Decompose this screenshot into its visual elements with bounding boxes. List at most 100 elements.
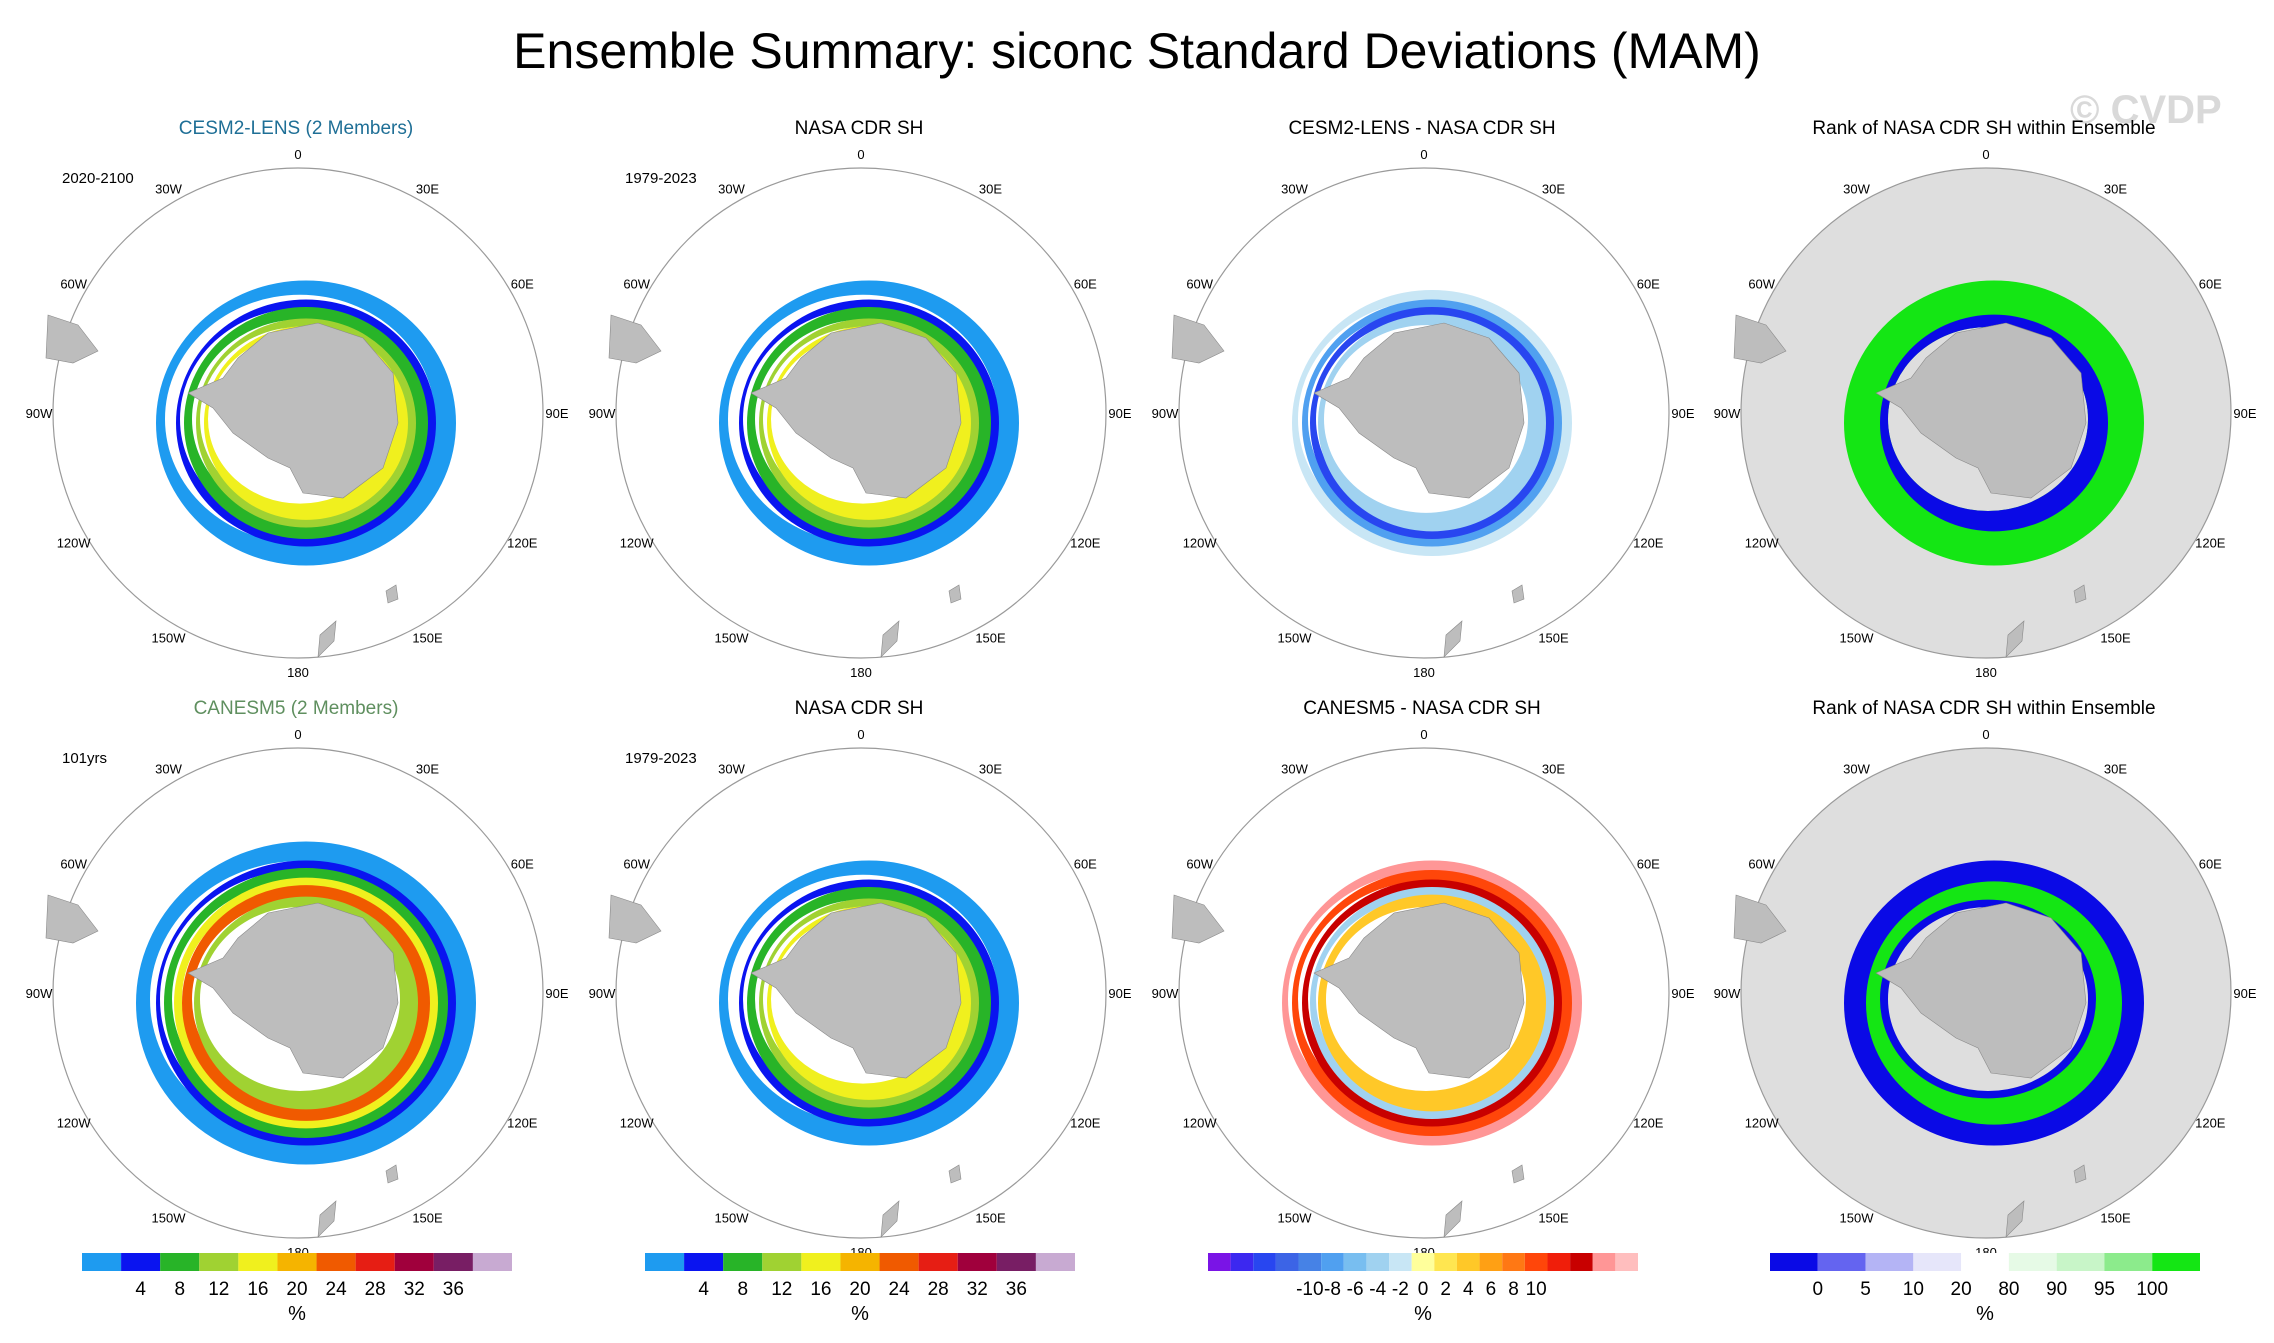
- period-label: 1979-2023: [625, 750, 697, 767]
- longitude-label: 30E: [2104, 182, 2127, 197]
- south-america-landmass: [1171, 314, 1225, 364]
- colorbar-tick-label: -4: [1369, 1279, 1386, 1300]
- longitude-label: 150W: [1278, 1210, 1313, 1225]
- colorbar-tick-label: 20: [286, 1279, 307, 1300]
- colorbar-swatch: [82, 1253, 122, 1271]
- longitude-label: 0: [1982, 727, 1989, 742]
- tasmania-landmass: [385, 1164, 399, 1184]
- longitude-label: 30W: [155, 762, 182, 777]
- colorbar-tick-label: 4: [698, 1279, 709, 1300]
- colorbar-swatch: [645, 1253, 685, 1271]
- longitude-label: 150E: [2100, 1210, 2131, 1225]
- figure-title: Ensemble Summary: siconc Standard Deviat…: [513, 23, 1761, 79]
- longitude-label: 90E: [1671, 406, 1694, 421]
- colorbar-tick-label: 80: [1998, 1279, 2019, 1300]
- longitude-label: 30E: [979, 762, 1002, 777]
- colorbar-tick-label: 36: [443, 1279, 464, 1300]
- antarctica-landmass: [750, 322, 962, 499]
- longitude-label: 30E: [416, 182, 439, 197]
- tasmania-landmass: [948, 1164, 962, 1184]
- panel-title: NASA CDR SH: [794, 118, 924, 139]
- colorbar-swatch: [433, 1253, 473, 1271]
- colorbar-swatch: [394, 1253, 434, 1271]
- panel-canesm5-rank: Rank of NASA CDR SH within Ensemble 0 30E…: [1700, 698, 2268, 1298]
- panel-title: CANESM5 - NASA CDR SH: [1303, 698, 1541, 719]
- longitude-label: 90W: [1714, 986, 1741, 1001]
- longitude-label: 150E: [2100, 630, 2131, 645]
- colorbar-swatch: [2008, 1253, 2057, 1271]
- longitude-label: 30W: [1281, 182, 1308, 197]
- longitude-label: 60W: [1186, 857, 1213, 872]
- south-america-landmass: [608, 314, 662, 364]
- longitude-label: 90E: [1108, 406, 1131, 421]
- colorbar-tick-label: 24: [326, 1279, 348, 1300]
- longitude-label: 60W: [1186, 277, 1213, 292]
- antarctica-landmass: [1313, 322, 1525, 499]
- colorbar-swatch: [1298, 1253, 1322, 1271]
- panel-title: CANESM5 (2 Members): [193, 698, 399, 719]
- longitude-label: 90E: [545, 406, 568, 421]
- colorbar-swatch: [1479, 1253, 1503, 1271]
- longitude-label: 90E: [2233, 986, 2256, 1001]
- colorbar-swatch: [1770, 1253, 1818, 1271]
- longitude-label: 90W: [589, 406, 616, 421]
- colorbar-tick-label: 100: [2136, 1279, 2168, 1300]
- panel-canesm5-std: CANESM5 (2 Members) 101yrs 0 30E 60E 90E 120…: [12, 698, 580, 1298]
- longitude-label: 150W: [1840, 630, 1875, 645]
- longitude-label: 90E: [545, 986, 568, 1001]
- longitude-label: 30W: [1281, 762, 1308, 777]
- longitude-label: 0: [857, 727, 864, 742]
- tasmania-landmass: [1511, 1164, 1525, 1184]
- longitude-label: 90E: [1671, 986, 1694, 1001]
- tasmania-landmass: [2073, 584, 2087, 604]
- colorbar-svg: 4 8 12 16 20 24 28 32 36: [645, 1253, 1075, 1300]
- south-america-landmass: [608, 894, 662, 944]
- colorbar-tick-label: -6: [1347, 1279, 1364, 1300]
- colorbar-tick-label: 20: [849, 1279, 870, 1300]
- colorbar-swatch: [1456, 1253, 1480, 1271]
- colorbar-tick-label: 0: [1812, 1279, 1823, 1300]
- watermark: © CVDP: [2070, 88, 2222, 132]
- colorbar-swatch: [1615, 1253, 1638, 1271]
- panel-cesm2-std: CESM2-LENS (2 Members) 2020-2100 0 30E 60E…: [12, 118, 580, 718]
- antarctica-landmass: [1875, 322, 2087, 499]
- colorbar-tick-label: 0: [1418, 1279, 1429, 1300]
- colorbar-tick-label: -2: [1392, 1279, 1409, 1300]
- panel-nasa-std-2: NASA CDR SH 1979-2023 0 30E 60E 90E 120E 150E…: [575, 698, 1143, 1298]
- new-zealand-landmass: [1443, 620, 1463, 658]
- longitude-label: 60W: [60, 277, 87, 292]
- new-zealand-landmass: [317, 620, 337, 658]
- longitude-label: 150W: [1840, 1210, 1875, 1225]
- longitude-label: 120E: [2195, 1116, 2226, 1131]
- colorbar-units: %: [1976, 1303, 1994, 1325]
- longitude-label: 30E: [1542, 762, 1565, 777]
- colorbar-tick-label: 10: [1526, 1279, 1547, 1300]
- longitude-label: 60E: [1074, 277, 1097, 292]
- panel-title: NASA CDR SH: [794, 698, 924, 719]
- panel-title: Rank of NASA CDR SH within Ensemble: [1812, 698, 2156, 719]
- colorbar-swatch: [1524, 1253, 1548, 1271]
- longitude-label: 0: [857, 147, 864, 162]
- south-america-landmass: [1733, 894, 1787, 944]
- colorbar-tick-label: 90: [2046, 1279, 2067, 1300]
- longitude-label: 120W: [620, 1116, 655, 1131]
- longitude-label: 60E: [511, 857, 534, 872]
- colorbar-tick-label: 36: [1006, 1279, 1027, 1300]
- longitude-label: 120W: [1745, 536, 1780, 551]
- antarctica-landmass: [1313, 902, 1525, 1079]
- longitude-label: 120W: [1183, 1116, 1218, 1131]
- colorbar-diff: % -10 -8 -6 -4 -2 0 2 4 6 8 10: [1208, 1253, 1638, 1328]
- colorbar-swatch: [1035, 1253, 1075, 1271]
- longitude-label: 90W: [26, 986, 53, 1001]
- longitude-label: 90W: [1152, 986, 1179, 1001]
- longitude-label: 60E: [1637, 857, 1660, 872]
- longitude-label: 150E: [1538, 630, 1569, 645]
- colorbar-swatch: [840, 1253, 880, 1271]
- colorbar-tick-label: 28: [365, 1279, 386, 1300]
- colorbar-swatch: [121, 1253, 161, 1271]
- colorbar-swatch: [996, 1253, 1036, 1271]
- colorbar-swatch: [1817, 1253, 1866, 1271]
